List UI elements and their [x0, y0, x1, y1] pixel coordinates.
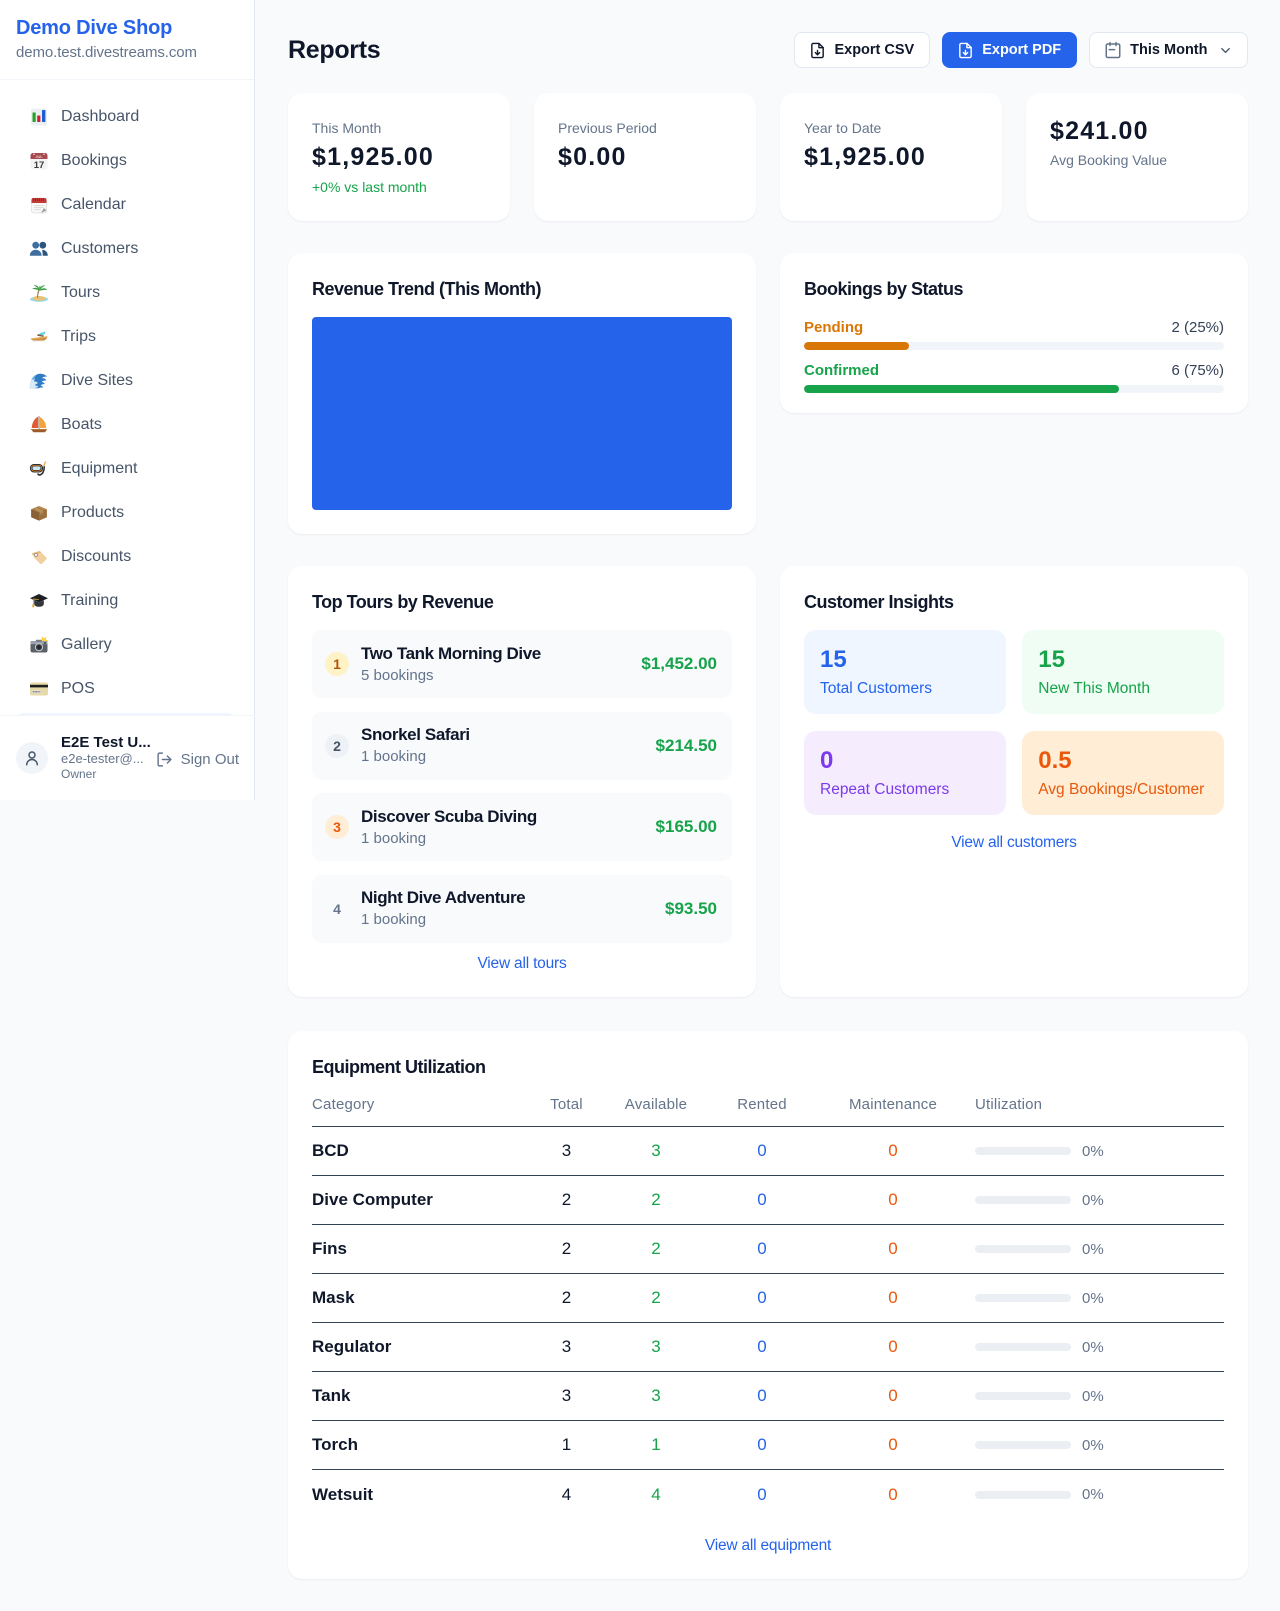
svg-text:JUL: JUL: [35, 154, 43, 159]
svg-text:17: 17: [34, 160, 45, 171]
